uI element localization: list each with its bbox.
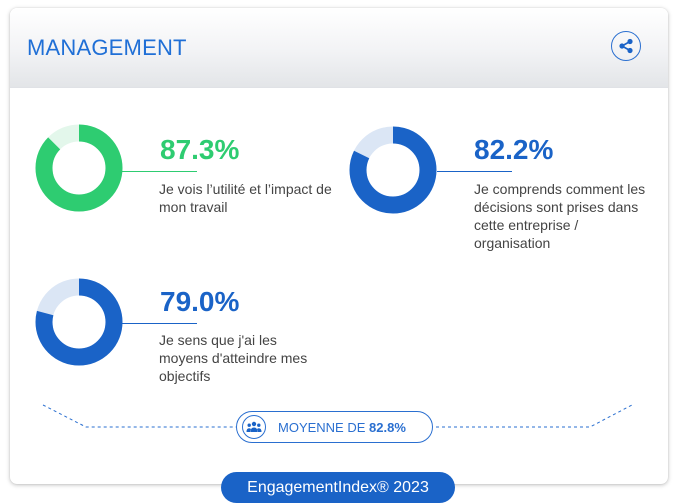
- connector-line: [122, 171, 197, 172]
- metric-description: Je sens que j'ai les moyens d'atteindre …: [159, 332, 308, 384]
- metric-description: Je vois l’utilité et l’impact de mon tra…: [159, 181, 332, 215]
- average-value: 82.8%: [369, 420, 406, 435]
- management-card: MANAGEMENT 87.3% Je vois l’utilité et l’…: [10, 8, 668, 503]
- connector-line: [122, 323, 197, 324]
- section-title: MANAGEMENT: [27, 35, 187, 60]
- card-header: MANAGEMENT: [10, 8, 668, 88]
- metric-value: 87.3%: [160, 134, 240, 165]
- connector-line: [437, 171, 512, 172]
- donut-chart-utility-impact: [35, 124, 123, 212]
- metric-value: 79.0%: [160, 286, 240, 317]
- average-connector-dashes: [42, 404, 633, 428]
- donut-chart-means-objectives: [35, 278, 123, 366]
- average-badge: MOYENNE DE 82.8%: [236, 411, 433, 443]
- engagement-index-badge: EngagementIndex® 2023: [221, 472, 455, 503]
- share-icon: [619, 38, 633, 54]
- average-label: MOYENNE DE: [278, 420, 366, 435]
- share-button[interactable]: [611, 31, 641, 61]
- donut-value-arc: [35, 124, 123, 212]
- metric-description: Je comprends comment les décisions sont …: [474, 181, 646, 251]
- metric-value: 82.2%: [474, 134, 554, 165]
- average-text: MOYENNE DE 82.8%: [278, 420, 406, 435]
- donut-value-arc: [349, 126, 437, 214]
- group-icon: [242, 415, 266, 439]
- donut-value-arc: [35, 278, 123, 366]
- donut-chart-decisions: [349, 126, 437, 214]
